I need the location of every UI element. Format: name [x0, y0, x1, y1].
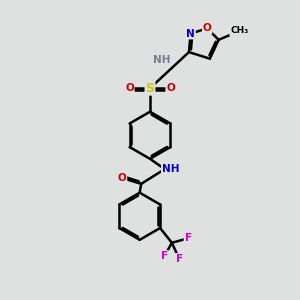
Text: NH: NH: [162, 164, 179, 174]
Text: F: F: [161, 251, 168, 261]
Text: F: F: [176, 254, 183, 264]
Text: N: N: [186, 28, 195, 39]
Text: NH: NH: [153, 55, 171, 65]
Text: F: F: [184, 233, 192, 243]
Text: CH₃: CH₃: [230, 26, 248, 35]
Text: O: O: [125, 83, 134, 93]
Text: O: O: [203, 23, 212, 33]
Text: S: S: [146, 82, 154, 95]
Text: O: O: [166, 83, 175, 93]
Text: O: O: [118, 173, 126, 183]
